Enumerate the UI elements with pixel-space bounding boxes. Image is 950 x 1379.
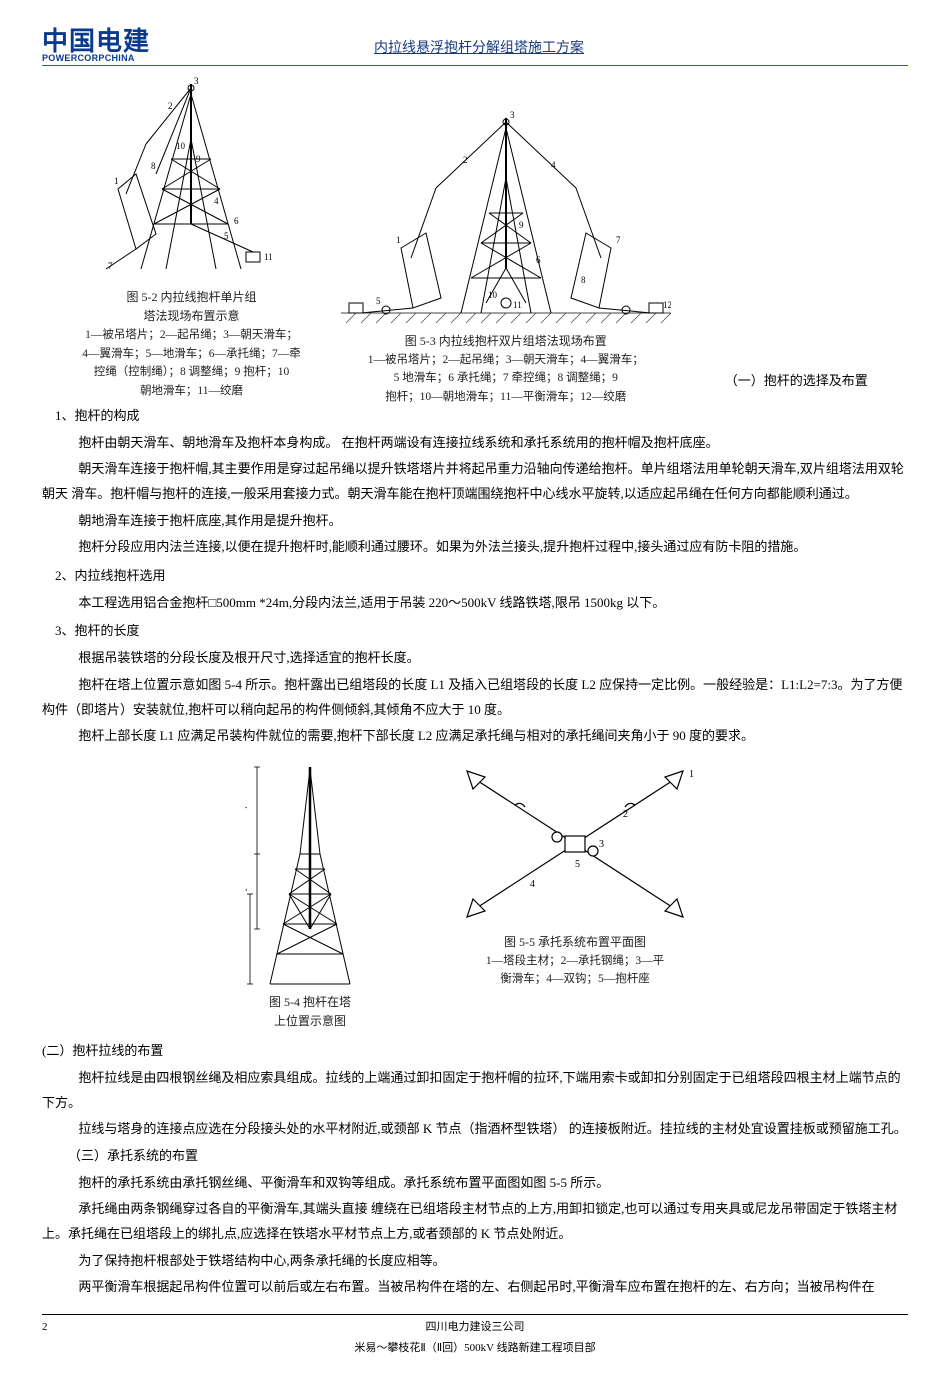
svg-text:4: 4 xyxy=(214,196,219,206)
svg-text:L₁: L₁ xyxy=(245,806,248,816)
fig52-legend-3: 控绳（控制绳）；8 调整绳；9 抱杆；10 xyxy=(82,363,301,381)
svg-text:1: 1 xyxy=(689,769,694,780)
figure-5-3: 3 2 1 4 5 9 6 7 8 10 11 12 图 5-3 内拉线抱杆双片… xyxy=(341,108,671,406)
svg-text:6: 6 xyxy=(536,255,541,265)
logo-en: POWERCORPCHINA xyxy=(42,54,150,63)
fig53-caption: 图 5-3 内拉线抱杆双片组塔法现场布置 1—被吊塔片；2—起吊绳；3—朝天滑车… xyxy=(368,332,644,406)
para-4: 抱杆分段应用内法兰连接,以便在提升抱杆时,能顺利通过腰环。如果为外法兰接头,提升… xyxy=(42,535,908,560)
para-1: 抱杆由朝天滑车、朝地滑车及抱杆本身构成。 在抱杆两端设有连接拉线系统和承托系统用… xyxy=(42,431,908,456)
svg-text:10: 10 xyxy=(488,290,498,300)
fig53-title: 图 5-3 内拉线抱杆双片组塔法现场布置 xyxy=(368,332,644,351)
section-3-p2: 承托绳由两条钢绳穿过各自的平衡滑车,其端头直接 缠绕在已组塔段主材节点的上方,用… xyxy=(42,1197,908,1246)
figure-5-4: L₁ L₂ H₁ 图 5-4 抱杆在塔 上位置示意图 xyxy=(245,759,375,1031)
footer-org: 四川电力建设三公司 米易～攀枝花Ⅱ（Ⅱ回）500kV 线路新建工程项目部 xyxy=(72,1317,878,1359)
section-3-p4: 两平衡滑车根据起吊构件位置可以前后或左右布置。当被吊构件在塔的左、右侧起吊时,平… xyxy=(42,1275,908,1300)
section-2: (二）抱杆拉线的布置 抱杆拉线是由四根钢丝绳及相应索具组成。拉线的上端通过卸扣固… xyxy=(42,1039,908,1142)
svg-text:L₂: L₂ xyxy=(245,887,248,898)
document-title: 内拉线悬浮抱杆分解组塔施工方案 xyxy=(150,36,908,63)
fig52-title: 图 5-2 内拉线抱杆单片组 xyxy=(82,288,301,307)
fig55-svg: 1 2 3 4 5 xyxy=(445,759,705,929)
svg-text:4: 4 xyxy=(530,879,535,890)
section-3: （三）承托系统的布置 抱杆的承托系统由承托钢丝绳、平衡滑车和双钩等组成。承托系统… xyxy=(42,1144,908,1300)
svg-text:6: 6 xyxy=(234,216,239,226)
svg-text:5: 5 xyxy=(224,231,229,241)
section-3-p1: 抱杆的承托系统由承托钢丝绳、平衡滑车和双钩等组成。承托系统布置平面图如图 5-5… xyxy=(42,1171,908,1196)
svg-text:11: 11 xyxy=(513,300,522,310)
figure-row-1: 3 2 1 8 7 10 9 4 5 6 11 图 5-2 内拉线抱杆单片组 塔… xyxy=(42,74,908,400)
fig54-title: 图 5-4 抱杆在塔 xyxy=(269,993,351,1012)
svg-text:5: 5 xyxy=(575,859,580,870)
page-header: 中国电建 POWERCORPCHINA 内拉线悬浮抱杆分解组塔施工方案 xyxy=(42,28,908,66)
svg-text:3: 3 xyxy=(510,110,515,120)
section-2-p2: 拉线与塔身的连接点应选在分段接头处的水平材附近,或颈部 K 节点（指酒杯型铁塔）… xyxy=(42,1117,908,1142)
svg-text:4: 4 xyxy=(551,160,556,170)
item-1-heading: 1、抱杆的构成 xyxy=(42,404,908,429)
fig52-legend-4: 朝地滑车；11—绞磨 xyxy=(82,382,301,400)
svg-text:8: 8 xyxy=(151,161,156,171)
svg-text:2: 2 xyxy=(463,155,468,165)
fig52-svg: 3 2 1 8 7 10 9 4 5 6 11 xyxy=(96,74,286,284)
figure-row-2: L₁ L₂ H₁ 图 5-4 抱杆在塔 上位置示意图 xyxy=(42,759,908,1031)
fig55-legend-1: 1—塔段主材；2—承托钢绳；3—平 xyxy=(486,952,664,970)
body-text: 1、抱杆的构成 抱杆由朝天滑车、朝地滑车及抱杆本身构成。 在抱杆两端设有连接拉线… xyxy=(42,404,908,749)
para-2: 朝天滑车连接于抱杆帽,其主要作用是穿过起吊绳以提升铁塔塔片并将起吊重力沿轴向传递… xyxy=(42,457,908,506)
svg-text:7: 7 xyxy=(616,235,621,245)
para-8: 抱杆上部长度 L1 应满足吊装构件就位的需要,抱杆下部长度 L2 应满足承托绳与… xyxy=(42,724,908,749)
logo: 中国电建 POWERCORPCHINA xyxy=(42,28,150,63)
fig54-subtitle: 上位置示意图 xyxy=(269,1012,351,1031)
svg-text:9: 9 xyxy=(196,154,201,164)
fig52-subtitle: 塔法现场布置示意 xyxy=(82,307,301,326)
figure-5-5: 1 2 3 4 5 图 5-5 承托系统布置平面图 1—塔段主材；2—承托钢绳；… xyxy=(445,759,705,989)
figure-5-2: 3 2 1 8 7 10 9 4 5 6 11 图 5-2 内拉线抱杆单片组 塔… xyxy=(82,74,301,400)
logo-cn: 中国电建 xyxy=(42,28,150,54)
svg-text:10: 10 xyxy=(176,141,186,151)
section-2-head: (二）抱杆拉线的布置 xyxy=(42,1039,908,1064)
page-number: 2 xyxy=(42,1317,72,1359)
fig54-svg: L₁ L₂ H₁ xyxy=(245,759,375,989)
svg-text:12: 12 xyxy=(663,300,671,310)
fig52-caption: 图 5-2 内拉线抱杆单片组 塔法现场布置示意 1—被吊塔片；2—起吊绳；3—朝… xyxy=(82,288,301,400)
page-footer: 2 四川电力建设三公司 米易～攀枝花Ⅱ（Ⅱ回）500kV 线路新建工程项目部 xyxy=(42,1314,908,1359)
footer-org-2: 米易～攀枝花Ⅱ（Ⅱ回）500kV 线路新建工程项目部 xyxy=(72,1338,878,1359)
fig53-legend-2: 5 地滑车；6 承托绳；7 牵控绳；8 调整绳；9 xyxy=(368,369,644,387)
item-2-heading: 2、内拉线抱杆选用 xyxy=(42,564,908,589)
fig54-caption: 图 5-4 抱杆在塔 上位置示意图 xyxy=(269,993,351,1031)
svg-text:5: 5 xyxy=(376,296,381,306)
fig53-legend-3: 抱杆；10—朝地滑车；11—平衡滑车；12—绞磨 xyxy=(368,388,644,406)
svg-text:3: 3 xyxy=(599,839,604,850)
para-7: 抱杆在塔上位置示意如图 5-4 所示。抱杆露出已组塔段的长度 L1 及插入已组塔… xyxy=(42,673,908,722)
svg-text:11: 11 xyxy=(264,252,273,262)
para-3: 朝地滑车连接于抱杆底座,其作用是提升抱杆。 xyxy=(42,509,908,534)
para-6: 根据吊装铁塔的分段长度及根开尺寸,选择适宜的抱杆长度。 xyxy=(42,646,908,671)
fig53-svg: 3 2 1 4 5 9 6 7 8 10 11 12 xyxy=(341,108,671,328)
svg-text:7: 7 xyxy=(108,261,113,271)
svg-text:1: 1 xyxy=(114,176,119,186)
section-3-p3: 为了保持抱杆根部处于铁塔结构中心,两条承托绳的长度应相等。 xyxy=(42,1249,908,1274)
fig55-caption: 图 5-5 承托系统布置平面图 1—塔段主材；2—承托钢绳；3—平 衡滑车；4—… xyxy=(486,933,664,989)
para-5: 本工程选用铝合金抱杆□500mm *24m,分段内法兰,适用于吊装 220～50… xyxy=(42,591,908,616)
svg-text:8: 8 xyxy=(581,275,586,285)
svg-text:2: 2 xyxy=(623,809,628,820)
svg-text:2: 2 xyxy=(168,101,173,111)
fig52-legend-2: 4—翼滑车；5—地滑车；6—承托绳；7—牵 xyxy=(82,345,301,363)
section-head-1: （一）抱杆的选择及布置 xyxy=(725,369,868,394)
fig55-title: 图 5-5 承托系统布置平面图 xyxy=(486,933,664,952)
fig52-legend-1: 1—被吊塔片；2—起吊绳；3—朝天滑车； xyxy=(82,326,301,344)
fig53-legend-1: 1—被吊塔片；2—起吊绳；3—朝天滑车；4—翼滑车； xyxy=(368,351,644,369)
footer-org-1: 四川电力建设三公司 xyxy=(72,1317,878,1338)
fig55-legend-2: 衡滑车；4—双钩；5—抱杆座 xyxy=(486,970,664,988)
svg-text:9: 9 xyxy=(519,220,524,230)
section-3-head: （三）承托系统的布置 xyxy=(42,1144,908,1169)
item-3-heading: 3、抱杆的长度 xyxy=(42,619,908,644)
svg-text:1: 1 xyxy=(396,235,401,245)
section-2-p1: 抱杆拉线是由四根钢丝绳及相应索具组成。拉线的上端通过卸扣固定于抱杆帽的拉环,下端… xyxy=(42,1066,908,1115)
svg-text:3: 3 xyxy=(194,76,199,86)
